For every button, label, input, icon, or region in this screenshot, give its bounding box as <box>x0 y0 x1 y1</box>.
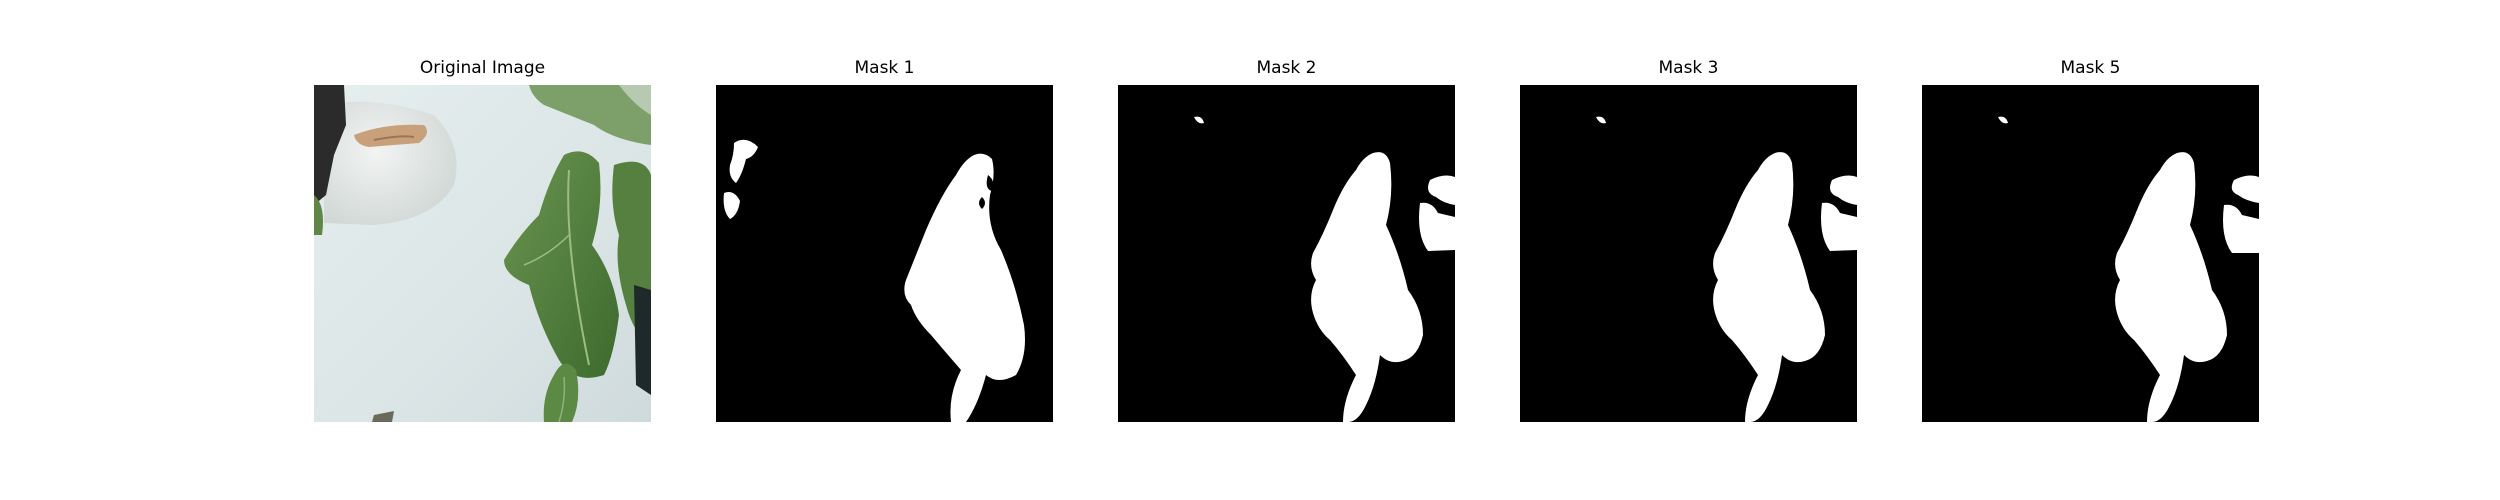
mask-5-image <box>1922 85 2259 422</box>
original-image-panel <box>314 85 651 422</box>
mask-3-image <box>1520 85 1857 422</box>
mask-1-panel <box>716 85 1053 422</box>
mask-2-image <box>1118 85 1455 422</box>
panel-title-mask-2: Mask 2 <box>1256 58 1317 78</box>
panel-title-mask-1: Mask 1 <box>854 58 915 78</box>
mask-1-image <box>716 85 1053 422</box>
original-image <box>314 85 651 422</box>
mask-5-panel <box>1922 85 2259 422</box>
panel-title-mask-5: Mask 5 <box>2060 58 2121 78</box>
panel-title-original: Original Image <box>419 58 546 78</box>
mask-3-panel <box>1520 85 1857 422</box>
panel-title-mask-3: Mask 3 <box>1658 58 1719 78</box>
mask-2-panel <box>1118 85 1455 422</box>
